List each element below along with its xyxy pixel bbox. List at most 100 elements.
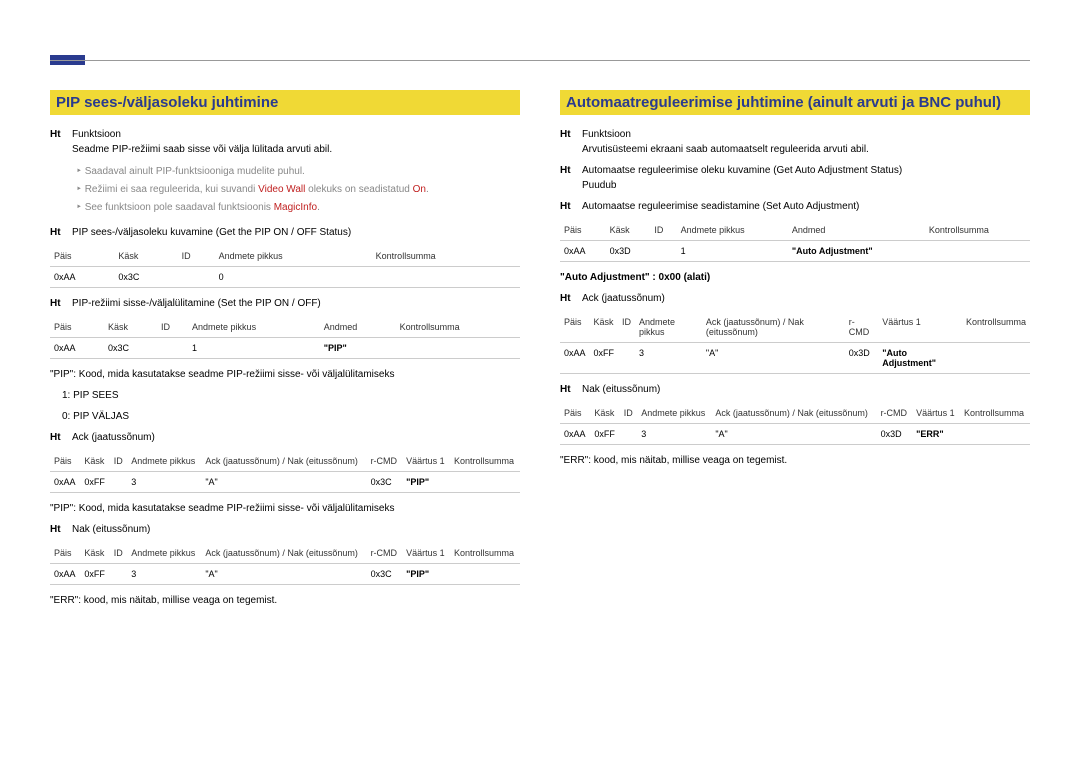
left-nak-item: Ht Nak (eitussõnum) [50,522,520,537]
th: r-CMD [367,451,403,472]
th: Andmete pikkus [127,543,201,564]
right-section-title: Automaatreguleerimise juhtimine (ainult … [560,90,1030,115]
td [372,267,520,288]
td: "Auto Adjustment" [788,241,925,262]
td: 3 [635,343,702,374]
pip-desc: "PIP": Kood, mida kasutatakse seadme PIP… [50,367,520,382]
right-column: Automaatreguleerimise juhtimine (ainult … [560,90,1030,614]
td [157,338,188,359]
td: 0x3D [845,343,878,374]
th: ID [110,451,127,472]
nak-text: Nak (eitussõnum) [72,522,520,537]
td: "A" [201,472,366,493]
th: ID [620,403,637,424]
bullet-label: Ht [50,127,72,157]
th: ID [618,312,635,343]
th: Andmete pikkus [127,451,201,472]
func-desc: Arvutisüsteemi ekraani saab automaatselt… [582,142,1030,157]
th: Kontrollsumma [396,317,520,338]
right-ack-item: Ht Ack (jaatussõnum) [560,291,1030,306]
th: ID [110,543,127,564]
th: Kontrollsumma [962,312,1030,343]
note-1: Saadaval ainult PIP-funktsiooniga mudeli… [76,163,520,181]
bullet-label: Ht [560,291,582,306]
td: "PIP" [402,472,450,493]
func-desc: Seadme PIP-režiimi saab sisse või välja … [72,142,520,157]
pip-on: 1: PIP SEES [62,388,520,403]
bullet-label: Ht [560,382,582,397]
td: 3 [127,564,201,585]
td [925,241,1030,262]
th: Ack (jaatussõnum) / Nak (eitussõnum) [201,543,366,564]
bullet-label: Ht [560,199,582,214]
td: "Auto Adjustment" [878,343,962,374]
func-title: Funktsioon [72,127,520,142]
get-none: Puudub [582,178,1030,193]
td [960,424,1030,445]
get-text: Automaatse reguleerimise oleku kuvamine … [582,163,1030,193]
td: 0x3D [606,241,651,262]
bullet-label: Ht [50,225,72,240]
th: Ack (jaatussõnum) / Nak (eitussõnum) [201,451,366,472]
th: Päis [560,312,590,343]
content-columns: PIP sees-/väljasoleku juhtimine Ht Funkt… [50,90,1030,614]
th: Päis [50,317,104,338]
note-3: See funktsioon pole saadaval funktsiooni… [76,199,520,217]
td: "PIP" [320,338,396,359]
th: r-CMD [845,312,878,343]
td: 0xAA [50,564,80,585]
td: 0xFF [80,564,109,585]
td: 0xAA [50,338,104,359]
th: Päis [560,220,606,241]
td: 0xFF [590,343,619,374]
th: Kontrollsumma [925,220,1030,241]
left-section-title: PIP sees-/väljasoleku juhtimine [50,90,520,115]
th: Päis [560,403,590,424]
td: "A" [702,343,845,374]
td [110,472,127,493]
bullet-label: Ht [50,522,72,537]
left-table-3: Päis Käsk ID Andmete pikkus Ack (jaatuss… [50,451,520,493]
auto-desc: "Auto Adjustment" : 0x00 (alati) [560,270,1030,285]
bullet-label: Ht [50,296,72,311]
right-table-2: Päis Käsk ID Andmete pikkus Ack (jaatuss… [560,312,1030,374]
td: 0xAA [560,343,590,374]
td: 0xFF [80,472,109,493]
err-desc: "ERR": kood, mis näitab, millise veaga o… [560,453,1030,468]
td [178,267,215,288]
th: Käsk [606,220,651,241]
th: Väärtus 1 [878,312,962,343]
td [650,241,676,262]
th: ID [178,246,215,267]
th: Väärtus 1 [402,451,450,472]
td: 3 [127,472,201,493]
left-get-item: Ht PIP sees-/väljasoleku kuvamine (Get t… [50,225,520,240]
note-2: Režiimi ei saa reguleerida, kui suvandi … [76,181,520,199]
th: Käsk [590,403,619,424]
td [618,343,635,374]
td [450,472,520,493]
func-text: Funktsioon Seadme PIP-režiimi saab sisse… [72,127,520,157]
th: Väärtus 1 [912,403,960,424]
right-table-3: Päis Käsk ID Andmete pikkus Ack (jaatuss… [560,403,1030,445]
td: 0xAA [560,241,606,262]
th: Päis [50,451,80,472]
td: "A" [711,424,876,445]
td: 3 [637,424,711,445]
right-nak-item: Ht Nak (eitussõnum) [560,382,1030,397]
td [450,564,520,585]
th: ID [650,220,676,241]
th: Andmed [788,220,925,241]
func-title: Funktsioon [582,127,1030,142]
bullet-label: Ht [560,127,582,157]
left-ack-item: Ht Ack (jaatussõnum) [50,430,520,445]
th: Käsk [104,317,157,338]
th: Kontrollsumma [372,246,520,267]
td [396,338,520,359]
bullet-label: Ht [560,163,582,193]
td: 1 [677,241,788,262]
th: Päis [50,246,114,267]
ack-text: Ack (jaatussõnum) [582,291,1030,306]
th: Käsk [80,543,109,564]
th: Kontrollsumma [450,451,520,472]
